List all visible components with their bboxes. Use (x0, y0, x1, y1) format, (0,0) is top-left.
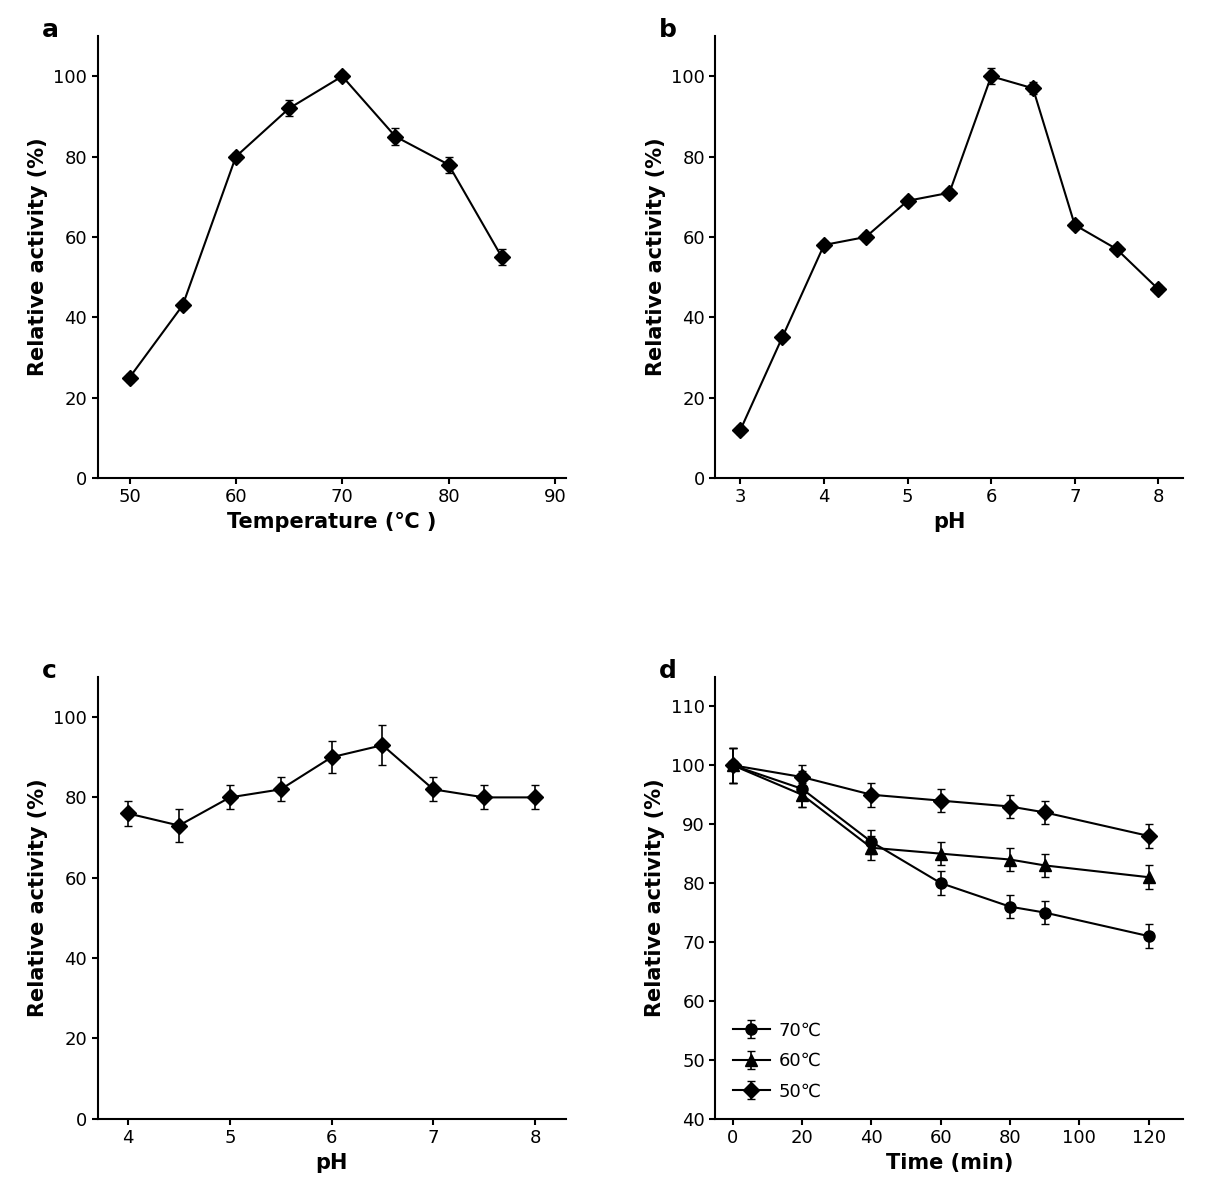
X-axis label: pH: pH (933, 512, 965, 532)
Y-axis label: Relative activity (%): Relative activity (%) (28, 778, 48, 1018)
X-axis label: Time (min): Time (min) (886, 1152, 1013, 1173)
Text: c: c (41, 659, 56, 683)
Text: a: a (41, 18, 59, 42)
Y-axis label: Relative activity (%): Relative activity (%) (28, 137, 48, 377)
Y-axis label: Relative activity (%): Relative activity (%) (645, 137, 666, 377)
X-axis label: Temperature (℃ ): Temperature (℃ ) (227, 512, 437, 532)
Legend: 70℃, 60℃, 50℃: 70℃, 60℃, 50℃ (725, 1013, 831, 1109)
Y-axis label: Relative activity (%): Relative activity (%) (645, 778, 665, 1018)
Text: d: d (659, 659, 677, 683)
Text: b: b (659, 18, 677, 42)
X-axis label: pH: pH (316, 1152, 348, 1173)
